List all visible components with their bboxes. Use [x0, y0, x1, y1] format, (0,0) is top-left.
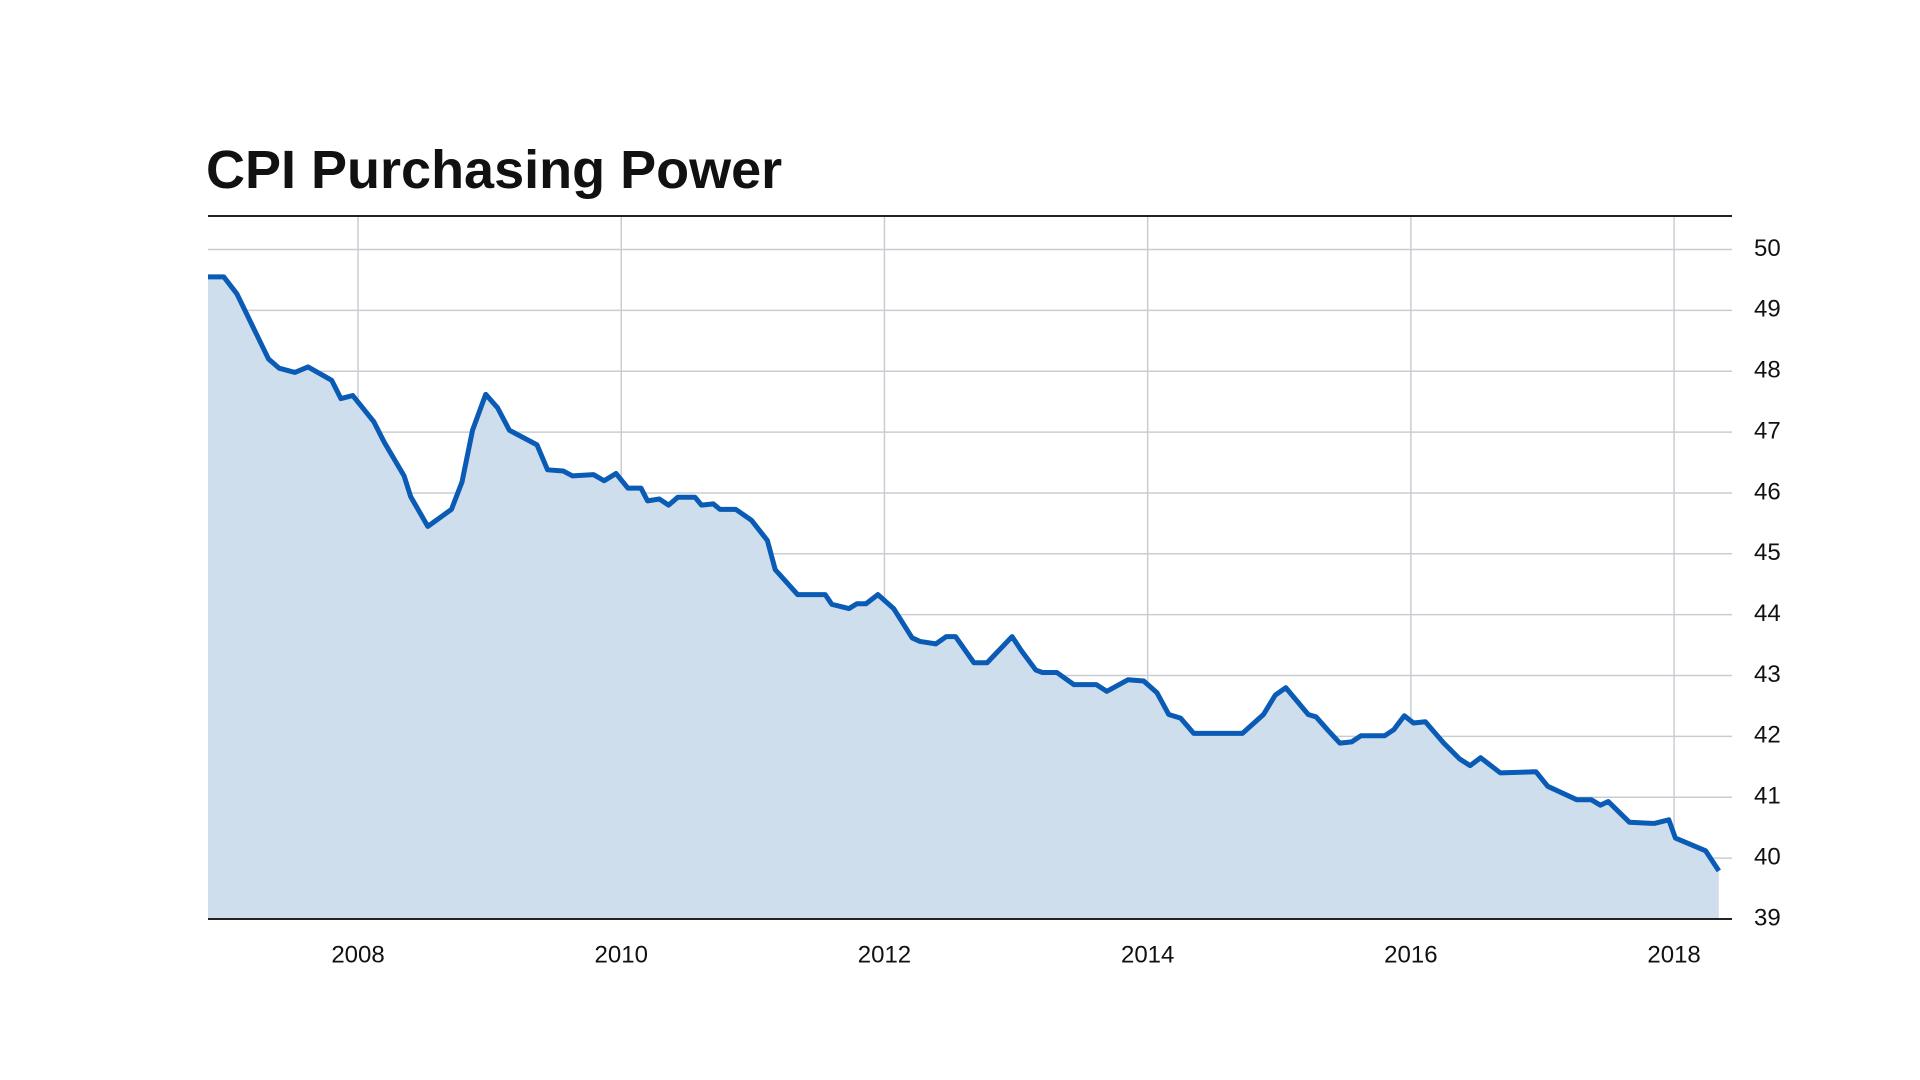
tick-labels: 39 40 41 42 43 44 45 46 47 48 49 50 2008 2010 2012 2014…	[331, 235, 1780, 969]
line	[208, 274, 1721, 873]
y-tick-label: 44	[1754, 600, 1781, 627]
y-tick-label: 39	[1754, 904, 1781, 931]
y-tick-label: 48	[1754, 357, 1781, 384]
x-tick-label: 2018	[1647, 941, 1700, 968]
x-tick-label: 2012	[858, 941, 911, 968]
x-tick-label: 2010	[595, 941, 648, 968]
y-tick-label: 50	[1754, 235, 1781, 262]
y-tick-label: 47	[1754, 417, 1781, 444]
x-tick-label: 2016	[1384, 941, 1437, 968]
x-tick-label: 2008	[331, 941, 384, 968]
y-tick-label: 41	[1754, 783, 1781, 810]
y-tick-label: 49	[1754, 296, 1781, 323]
plot-area	[208, 274, 1721, 919]
x-tick-label: 2014	[1121, 941, 1174, 968]
y-tick-label: 45	[1754, 539, 1781, 566]
chart-title: CPI Purchasing Power	[206, 140, 782, 200]
y-tick-label: 40	[1754, 843, 1781, 870]
area-fill	[208, 276, 1719, 919]
axes	[208, 215, 1732, 920]
y-tick-label: 46	[1754, 478, 1781, 505]
y-tick-label: 43	[1754, 661, 1781, 688]
y-tick-label: 42	[1754, 722, 1781, 749]
